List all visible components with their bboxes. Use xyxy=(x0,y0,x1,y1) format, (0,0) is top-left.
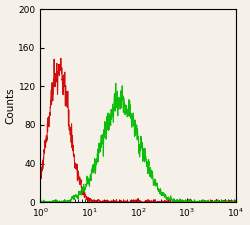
Y-axis label: Counts: Counts xyxy=(6,87,16,124)
